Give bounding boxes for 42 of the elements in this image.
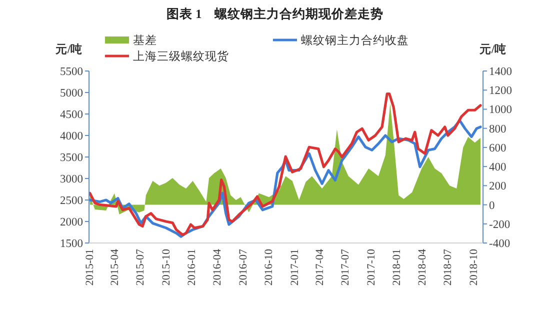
y2-tick-label: 1200 [489,85,512,98]
y-tick-label: 3000 [60,174,84,186]
y-tick-label: 3500 [60,152,84,164]
x-tick-label: 2015-01 [84,249,96,286]
y2-tick-label: 400 [489,162,506,174]
y-tick-label: 2000 [60,216,84,229]
x-tick-label: 2018-04 [416,248,428,286]
y2-tick-label: 1400 [489,66,512,78]
line-series [88,92,482,236]
y-tick-label: 2500 [60,195,84,208]
y-tick-label: 4000 [60,130,84,143]
y2-tick-label: 600 [489,142,506,154]
y2-tick-label: 200 [489,180,506,193]
x-tick-label: 2017-01 [288,249,301,286]
x-tick-label: 2016-04 [212,248,224,286]
x-tick-label: 2017-07 [340,248,352,286]
y-axis-title: 元/吨 [54,42,83,56]
x-tick-label: 2015-07 [134,248,147,286]
y2-axis-title: 元/吨 [478,42,507,56]
y-tick-label: 5500 [60,66,84,78]
x-tick-label: 2016-01 [186,249,198,286]
legend-label: 上海三级螺纹现货 [133,50,229,64]
x-tick-label: 2018-10 [468,248,480,286]
legend-label: 螺纹钢主力合约收盘 [301,33,409,48]
x-tick-label: 2018-07 [442,248,454,286]
x-tick-label: 2015-10 [160,248,172,286]
x-tick-label: 2016-10 [263,248,276,286]
y-tick-label: 5000 [60,88,84,100]
y2-tick-label: 0 [489,200,495,212]
legend-label: 基差 [133,34,157,48]
x-tick-label: 2017-10 [365,248,378,286]
y-tick-label: 4500 [60,109,84,122]
y2-tick-label: 1000 [489,104,512,116]
x-tick-label: 2018-01 [391,249,404,286]
y2-tick-label: -200 [489,218,510,231]
x-tick-label: 2016-07 [237,248,250,286]
x-tick-label: 2017-04 [314,248,326,286]
x-tick-label: 2015-04 [109,248,122,286]
y-tick-label: 1500 [60,238,84,250]
y2-tick-label: -400 [489,238,510,250]
y2-tick-label: 800 [489,123,506,136]
chart-title: 图表 1 螺纹钢主力合约期现价差走势 [166,6,384,21]
